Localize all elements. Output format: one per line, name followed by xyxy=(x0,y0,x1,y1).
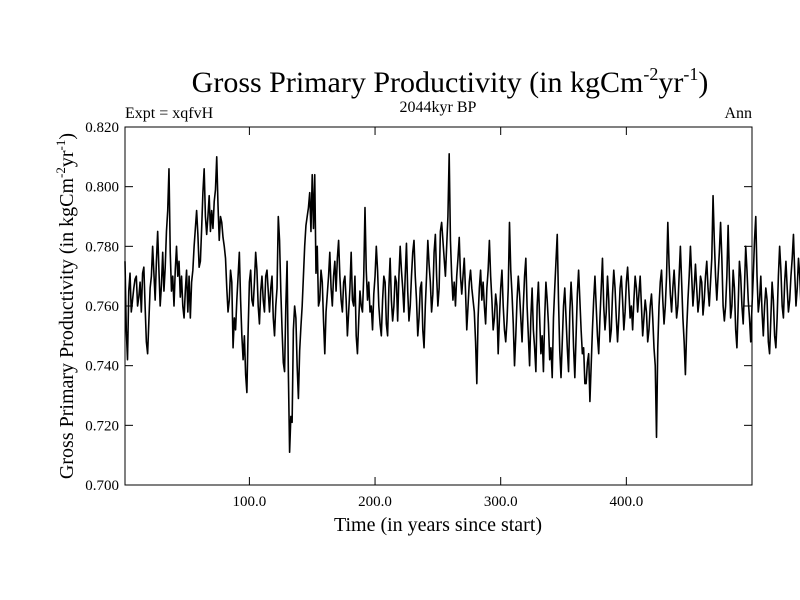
title-main: Gross Primary Productivity (in kgCm xyxy=(192,66,644,99)
ylabel-sup-2: -1 xyxy=(53,140,68,151)
subtitle-left: Expt = xqfvH xyxy=(125,105,214,122)
y-tick-label: 0.700 xyxy=(85,478,119,494)
y-tick-label: 0.800 xyxy=(85,180,119,196)
ylabel-main: Gross Primary Productivity (in kgCm xyxy=(56,178,78,480)
x-tick-label: 300.0 xyxy=(484,494,518,510)
ylabel-mid: yr xyxy=(56,150,78,167)
y-tick-label: 0.740 xyxy=(85,359,119,375)
ylabel-sup-1: -2 xyxy=(53,167,68,178)
x-axis-label: Time (in years since start) xyxy=(334,514,542,536)
title-mid: yr xyxy=(658,66,683,99)
y-tick-label: 0.820 xyxy=(85,120,119,136)
x-tick-label: 200.0 xyxy=(358,494,392,510)
ylabel-end: ) xyxy=(56,133,78,140)
y-tick-label: 0.720 xyxy=(85,418,119,434)
y-tick-label: 0.760 xyxy=(85,299,119,315)
subtitle-right: Ann xyxy=(724,105,752,122)
x-axis: 100.0 200.0 300.0 400.0 xyxy=(233,127,643,510)
title-sup-2: -1 xyxy=(683,64,698,84)
y-axis: 0.700 0.720 0.740 0.760 0.780 0.800 0.820 xyxy=(85,120,752,494)
series-line-gpp xyxy=(124,153,800,453)
title-end: ) xyxy=(698,66,708,99)
subtitle-center: 2044kyr BP xyxy=(400,99,477,116)
title-sup-1: -2 xyxy=(643,64,658,84)
chart-title: Gross Primary Productivity (in kgCm-2yr-… xyxy=(192,64,709,99)
x-tick-label: 400.0 xyxy=(609,494,643,510)
x-tick-label: 100.0 xyxy=(233,494,267,510)
y-tick-label: 0.780 xyxy=(85,239,119,255)
y-axis-label: Gross Primary Productivity (in kgCm-2yr-… xyxy=(53,133,78,479)
